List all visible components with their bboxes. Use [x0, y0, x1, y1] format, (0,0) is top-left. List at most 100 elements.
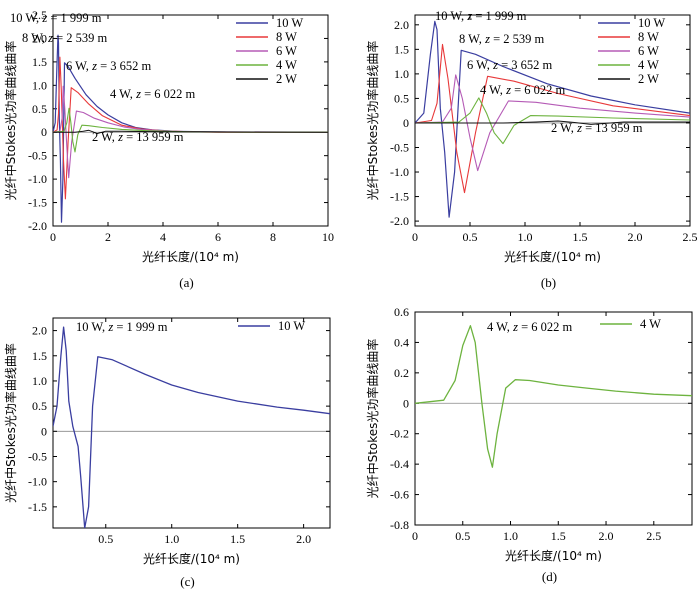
- y-tick-label: 0.6: [394, 305, 409, 319]
- x-tick-label: 2: [105, 230, 111, 244]
- curve-annotation: 4 W, z = 6 022 m: [480, 83, 565, 97]
- panel-caption: (b): [541, 275, 556, 290]
- annotation-power: 10 W,: [435, 9, 467, 23]
- panel-caption: (d): [542, 569, 557, 584]
- legend-label: 10 W: [638, 16, 665, 30]
- x-tick-label: 4: [160, 230, 166, 244]
- annotation-power: 10 W,: [10, 11, 42, 25]
- annotation-distance: = 1 999 m: [472, 9, 527, 23]
- x-tick-label: 8: [270, 230, 276, 244]
- y-tick-label: 2.0: [394, 18, 409, 32]
- legend: 10 W: [238, 319, 305, 333]
- x-axis-label: 光纤长度/(10⁴ m): [142, 249, 239, 264]
- y-tick-label: -1.5: [390, 190, 409, 204]
- annotation-z: z: [91, 59, 97, 73]
- x-tick-label: 1.5: [230, 532, 245, 546]
- y-tick-label: -0.4: [390, 457, 409, 471]
- y-tick-label: -1.5: [28, 500, 47, 514]
- annotation-distance: = 6 022 m: [141, 87, 196, 101]
- curve-annotation: 6 W, z = 3 652 m: [467, 58, 552, 72]
- x-axis-label: 光纤长度/(10⁴ m): [143, 551, 240, 566]
- series-group: [415, 325, 692, 468]
- x-tick-label: 1.0: [503, 529, 518, 543]
- series-group: [53, 34, 328, 223]
- annotation-power: 6 W,: [66, 59, 92, 73]
- annotation-power: 4 W,: [487, 320, 513, 334]
- legend-label: 8 W: [638, 30, 659, 44]
- series-line-2w: [415, 120, 690, 125]
- curve-annotation: 10 W, z = 1 999 m: [76, 320, 168, 334]
- y-tick-label: 1.0: [394, 67, 409, 81]
- y-tick-label: -1.0: [28, 475, 47, 489]
- curve-annotation: 10 W, z = 1 999 m: [10, 11, 102, 25]
- series-line-6w: [53, 85, 328, 179]
- y-tick-label: 0.5: [32, 399, 47, 413]
- legend-label: 2 W: [638, 72, 659, 86]
- x-tick-label: 0: [412, 529, 418, 543]
- annotation-distance: = 2 539 m: [490, 32, 545, 46]
- plot-frame: [52, 317, 331, 529]
- legend-label: 6 W: [638, 44, 659, 58]
- curve-annotation: 6 W, z = 3 652 m: [66, 59, 151, 73]
- y-tick-label: -0.5: [28, 149, 47, 163]
- annotation-z: z: [466, 9, 472, 23]
- series-line-8w: [415, 43, 690, 194]
- annotation-distance: = 2 539 m: [53, 31, 108, 45]
- x-tick-label: 2.0: [296, 532, 311, 546]
- y-tick-label: 0.5: [32, 102, 47, 116]
- series-line-4w: [415, 97, 690, 145]
- series-line-4w: [53, 107, 328, 153]
- series-group: [415, 20, 690, 218]
- series-line-4w: [415, 325, 692, 468]
- legend: 4 W: [600, 317, 661, 331]
- annotation-distance: = 1 999 m: [113, 320, 168, 334]
- x-axis-label: 光纤长度/(10⁴ m): [504, 249, 601, 264]
- annotation-z: z: [135, 87, 141, 101]
- y-tick-label: 0: [41, 424, 47, 438]
- legend-label: 8 W: [276, 30, 297, 44]
- y-tick-label: -1.0: [390, 165, 409, 179]
- annotation-distance: = 6 022 m: [511, 83, 566, 97]
- annotation-power: 2 W,: [92, 130, 118, 144]
- y-tick-label: -2.0: [28, 219, 47, 233]
- series-line-6w: [415, 74, 690, 172]
- annotation-power: 10 W,: [76, 320, 108, 334]
- panel-caption: (c): [180, 574, 194, 589]
- legend-label: 4 W: [276, 58, 297, 72]
- y-tick-label: -0.6: [390, 488, 409, 502]
- series-line-10w: [415, 20, 690, 218]
- x-tick-label: 0.5: [455, 529, 470, 543]
- curve-annotation: 2 W, z = 13 959 m: [551, 121, 643, 135]
- y-tick-label: 2.0: [32, 31, 47, 45]
- x-tick-label: 0.5: [463, 230, 478, 244]
- plot-frame: [414, 14, 691, 227]
- y-tick-label: 1.5: [32, 349, 47, 363]
- y-tick-label: 0: [41, 125, 47, 139]
- y-tick-label: -2.0: [390, 214, 409, 228]
- x-tick-label: 1.0: [164, 532, 179, 546]
- legend-label: 4 W: [638, 58, 659, 72]
- annotation-power: 8 W,: [459, 32, 485, 46]
- annotation-z: z: [47, 31, 53, 45]
- y-tick-label: -1.5: [28, 196, 47, 210]
- legend: 10 W8 W6 W4 W2 W: [598, 16, 665, 86]
- y-tick-label: 0.2: [394, 366, 409, 380]
- legend-label: 4 W: [640, 317, 661, 331]
- y-tick-label: -0.2: [390, 427, 409, 441]
- y-axis-label: 光纤中Stokes光功率曲线曲率: [3, 343, 18, 503]
- annotation-power: 6 W,: [467, 58, 493, 72]
- curve-annotation: 8 W, z = 2 539 m: [22, 31, 107, 45]
- annotation-z: z: [117, 130, 123, 144]
- annotation-z: z: [41, 11, 47, 25]
- x-tick-label: 1.5: [551, 529, 566, 543]
- chart-panel-2: 0 0.5 1.0 1.5 2.0 2.5 -2.0 -1.5 -1.0 -0.5 0 0.5 1.0 1…: [365, 9, 698, 290]
- x-axis-label: 光纤长度/(10⁴ m): [505, 548, 602, 563]
- x-tick-label: 2.5: [646, 529, 661, 543]
- annotation-distance: = 3 652 m: [498, 58, 553, 72]
- curve-annotation: 2 W, z = 13 959 m: [92, 130, 184, 144]
- curve-annotation: 4 W, z = 6 022 m: [487, 320, 572, 334]
- chart-panel-4: 0 0.5 1.0 1.5 2.0 2.5 -0.8 -0.6 -0.4 -0.2 0 0.2 0.4 0…: [365, 305, 693, 584]
- curve-annotation: 8 W, z = 2 539 m: [459, 32, 544, 46]
- curve-annotation: 10 W, z = 1 999 m: [435, 9, 527, 23]
